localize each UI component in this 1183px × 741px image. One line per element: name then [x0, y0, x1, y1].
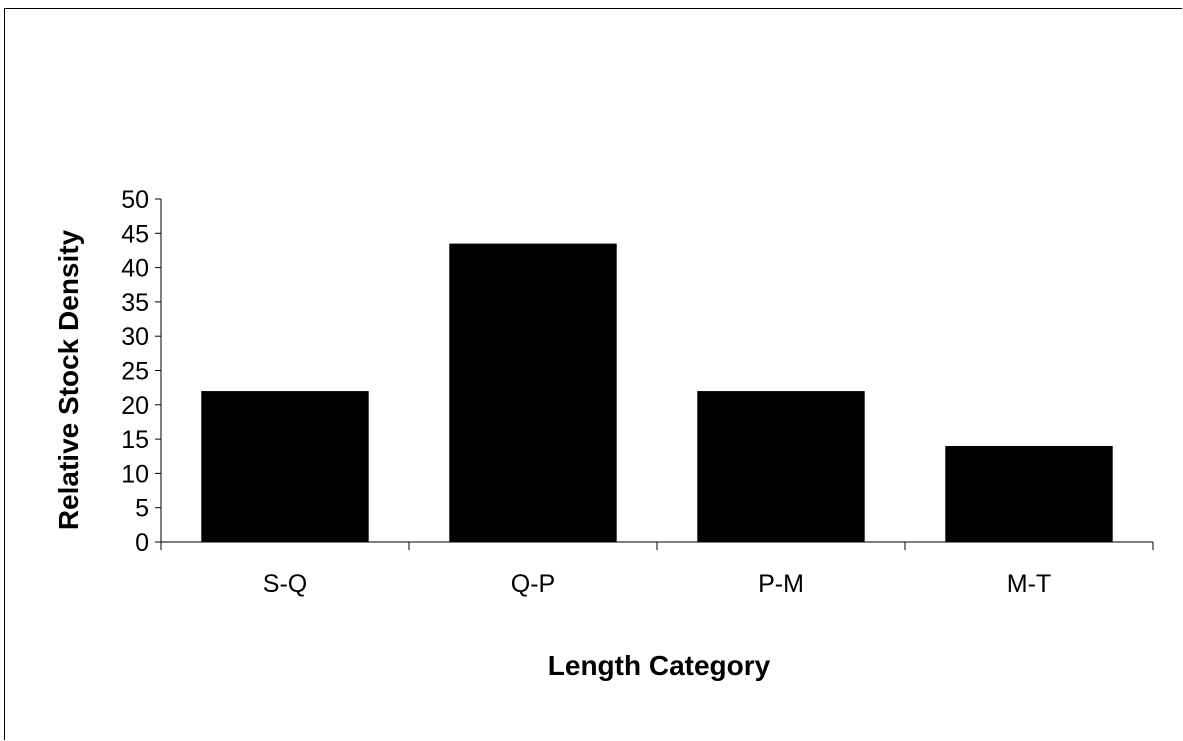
x-tick-label: Q-P: [511, 570, 555, 598]
y-tick-label: 50: [121, 186, 149, 214]
y-tick-label: 40: [121, 255, 149, 283]
x-axis-title: Length Category: [548, 650, 771, 681]
y-tick-label: 25: [121, 358, 149, 386]
tick-labels: 0 5 10 15 20 25 30 35 40 45 50 S-Q Q-P P-M M-T: [121, 186, 1051, 598]
x-tick-label: M-T: [1007, 570, 1051, 598]
y-tick-label: 10: [121, 460, 149, 488]
bar-q-p: [449, 243, 617, 542]
y-tick-label: 35: [121, 289, 149, 317]
bar-s-q: [201, 391, 369, 542]
bar-m-t: [945, 445, 1113, 542]
bars: [201, 243, 1113, 542]
x-tick-label: P-M: [758, 570, 804, 598]
bar-p-m: [697, 391, 865, 542]
y-tick-label: 0: [135, 529, 149, 557]
y-tick-label: 20: [121, 392, 149, 420]
y-tick-label: 45: [121, 220, 149, 248]
x-tick-label: S-Q: [263, 570, 307, 598]
y-tick-label: 5: [135, 495, 149, 523]
y-tick-label: 30: [121, 323, 149, 351]
y-axis-title: Relative Stock Density: [53, 229, 84, 530]
chart-frame: [4, 8, 1182, 740]
axes: [155, 198, 1154, 550]
y-tick-label: 15: [121, 426, 149, 454]
